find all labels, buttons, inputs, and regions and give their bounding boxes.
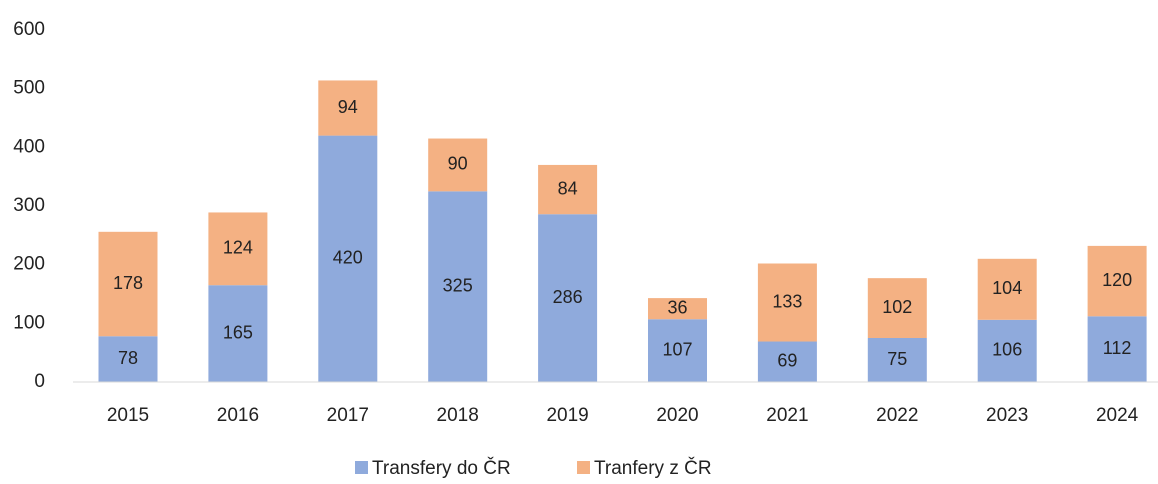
x-tick-label: 2020: [656, 405, 698, 426]
y-tick-label: 0: [34, 371, 45, 392]
x-tick-label: 2018: [437, 405, 479, 426]
bar-segment: [318, 135, 378, 382]
data-label: 102: [882, 297, 912, 317]
bar-segment: [538, 164, 598, 215]
data-label: 69: [777, 351, 797, 371]
bar-segment: [538, 214, 598, 382]
bar-segment: [867, 338, 927, 382]
data-label: 124: [223, 238, 253, 258]
data-label: 94: [338, 97, 358, 117]
bar-segment: [977, 258, 1037, 320]
legend-label: Tranfery z ČR: [594, 457, 712, 479]
bar-segment: [428, 191, 488, 382]
data-label: 286: [553, 287, 583, 307]
bar-segment: [757, 263, 817, 342]
x-tick-label: 2017: [327, 405, 369, 426]
data-label: 120: [1102, 270, 1132, 290]
data-label: 165: [223, 322, 253, 342]
bar-segment: [757, 341, 817, 382]
x-tick-label: 2019: [546, 405, 588, 426]
data-label: 112: [1103, 338, 1132, 358]
y-tick-label: 100: [13, 312, 45, 333]
y-tick-label: 600: [13, 19, 45, 40]
x-tick-label: 2016: [217, 405, 259, 426]
legend-label: Transfery do ČR: [372, 457, 511, 479]
bar-segment: [1087, 316, 1147, 382]
x-tick-label: 2024: [1096, 405, 1139, 426]
bar-segment: [977, 319, 1037, 382]
data-label: 325: [443, 275, 473, 295]
bar-segment: [867, 278, 927, 338]
data-label: 133: [772, 291, 802, 311]
x-tick-label: 2015: [107, 405, 149, 426]
data-label: 84: [558, 178, 578, 198]
data-label: 178: [113, 273, 143, 293]
bar-segment: [1087, 245, 1147, 317]
bar-segment: [648, 298, 707, 320]
y-tick-label: 400: [13, 136, 45, 157]
bar-segment: [208, 212, 268, 286]
data-label: 107: [662, 339, 692, 359]
bar-segment: [318, 80, 378, 136]
legend-swatch: [577, 461, 590, 474]
bar-segment: [208, 285, 268, 382]
x-tick-label: 2021: [766, 405, 808, 426]
data-label: 106: [992, 340, 1022, 360]
data-label: 104: [992, 278, 1022, 298]
x-tick-label: 2022: [876, 405, 918, 426]
data-label: 36: [667, 297, 687, 317]
bar-segment: [98, 336, 158, 382]
legend-swatch: [355, 461, 368, 474]
data-label: 90: [448, 154, 468, 174]
bar-segment: [428, 138, 488, 192]
data-label: 75: [887, 349, 907, 369]
y-tick-label: 200: [13, 254, 45, 275]
y-tick-label: 500: [13, 78, 45, 99]
y-tick-label: 300: [13, 195, 45, 216]
x-tick-label: 2023: [986, 405, 1028, 426]
data-label: 78: [118, 348, 138, 368]
data-label: 420: [333, 248, 363, 268]
bar-segment: [98, 231, 158, 337]
bar-segment: [648, 319, 707, 382]
